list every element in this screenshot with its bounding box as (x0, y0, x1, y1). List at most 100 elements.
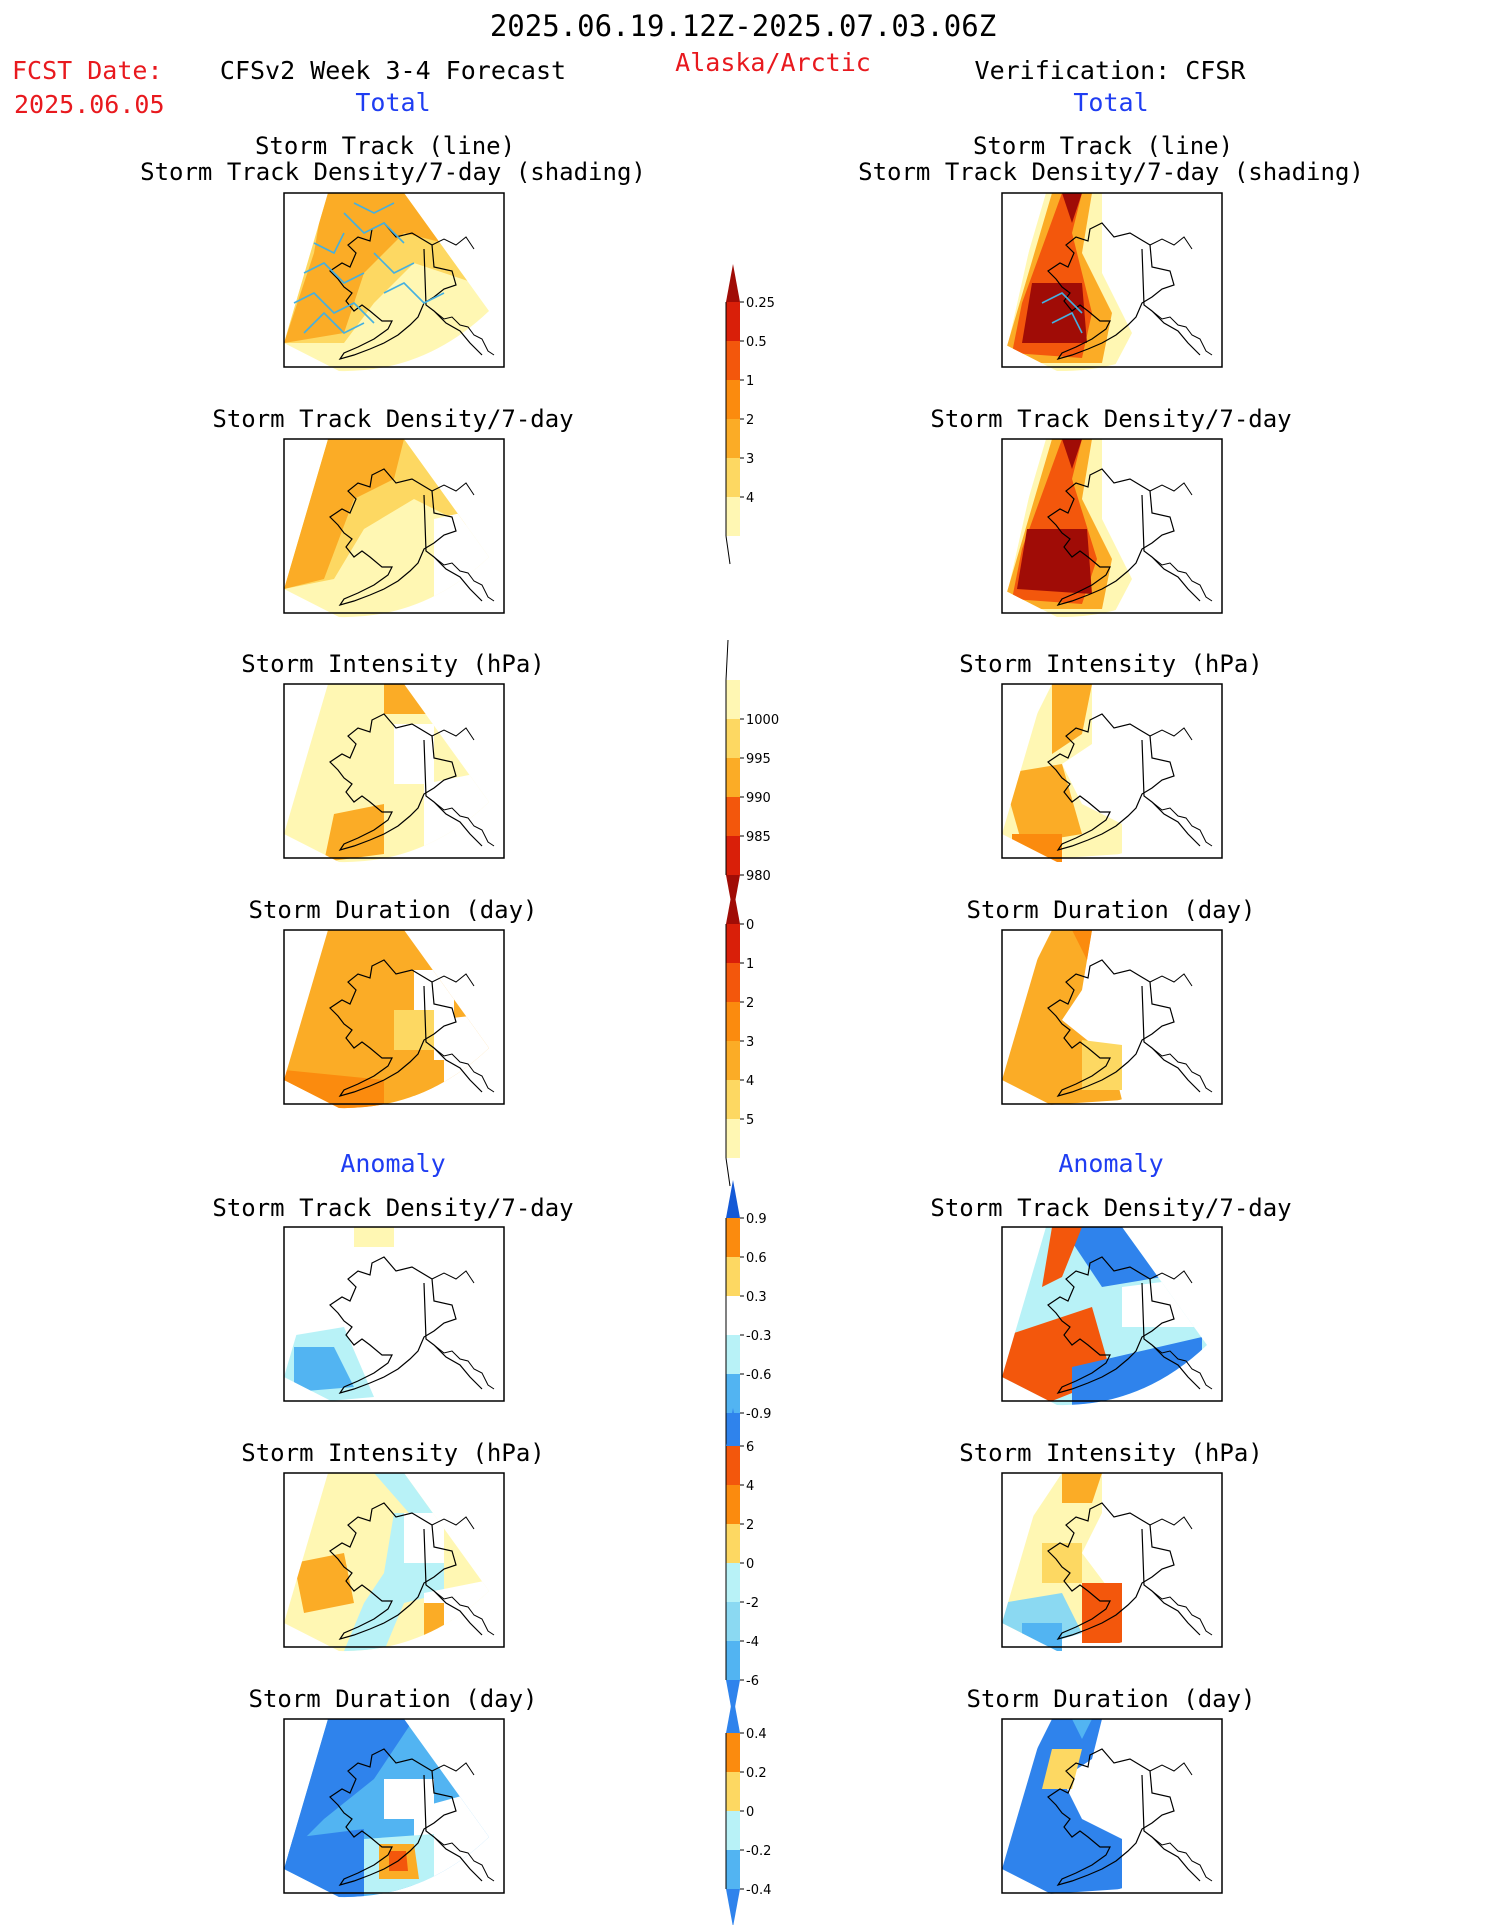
colorbar-total_duration-label-1: 1 (746, 957, 754, 972)
period-title: 2025.06.19.12Z-2025.07.03.06Z (489, 9, 997, 43)
title-anom-duration-right: Storm Duration (day) (966, 1685, 1256, 1713)
map-anom-duration-right-coastline (1047, 1748, 1175, 1887)
colorbar-anomaly_duration-label-2: 0 (746, 1805, 754, 1820)
map-anom-duration-left-coastline (329, 1748, 457, 1887)
map-duration-right-frame (1001, 929, 1223, 1105)
colorbar-anomaly_density-arrow-top (726, 1180, 740, 1218)
region-title: Alaska/Arctic (675, 48, 871, 77)
colorbar-anomaly_intensity-block-4 (726, 1602, 740, 1641)
colorbar-total_density-block-0 (726, 302, 740, 341)
colorbar-total_intensity-label-0: 1000 (746, 713, 779, 728)
map-anom-density-right-frame (1001, 1226, 1223, 1402)
map-duration-right-band-2 (1072, 930, 1092, 960)
map-density-left-north-coast (431, 482, 475, 496)
map-density-right-se-coast (1151, 556, 1213, 602)
colorbar-anomaly_duration-arrow-top (726, 1695, 740, 1733)
map-track-right (1001, 192, 1223, 372)
title-anom-density-left: Storm Track Density/7-day (212, 1194, 574, 1222)
colorbar-anomaly_intensity-label-4: -2 (746, 1596, 759, 1611)
colorbar-anomaly_duration-label-4: -0.4 (746, 1883, 771, 1898)
colorbar-anomaly_density-label-4: -0.6 (746, 1368, 771, 1383)
map-intensity-left-frame (283, 683, 505, 859)
colorbar-anomaly_intensity-label-3: 0 (746, 1557, 754, 1572)
colorbar-anomaly_intensity-block-2 (726, 1524, 740, 1563)
map-duration-right-border (1141, 985, 1201, 1093)
map-anom-intensity-right-coastline (1047, 1502, 1175, 1641)
map-intensity-right-frame (1001, 683, 1223, 859)
colorbar-total_density-label-4: 3 (746, 452, 754, 467)
fcst-date-value: 2025.06.05 (14, 90, 165, 119)
colorbar-total_duration-block-1 (726, 963, 740, 1002)
map-track-right-se-coast (1151, 310, 1213, 356)
colorbar-total_density-label-2: 1 (746, 374, 754, 389)
map-anom-duration-left-frame (283, 1718, 505, 1894)
fcst-date-label: FCST Date: (12, 56, 163, 85)
map-intensity-left-north-coast (431, 727, 475, 741)
colorbar-anomaly_intensity-label-1: 4 (746, 1479, 754, 1494)
map-anom-intensity-right-frame (1001, 1472, 1223, 1648)
colorbar-total_duration-tail (725, 1157, 731, 1187)
map-track-right-north-coast (1149, 236, 1193, 250)
colorbar-total_intensity-label-4: 980 (746, 869, 771, 884)
map-intensity-right-coastline (1047, 713, 1175, 852)
colorbar-total_duration-arrow-top (726, 886, 740, 924)
colorbar-total_intensity-block-4 (726, 836, 740, 875)
map-track-left-track-2 (303, 262, 365, 284)
colorbar-anomaly_density-label-3: -0.3 (746, 1329, 771, 1344)
colorbar-total_intensity-label-3: 985 (746, 830, 771, 845)
colorbar-total_duration-block-4 (726, 1080, 740, 1119)
colorbar-anomaly_intensity-label-0: 6 (746, 1440, 754, 1455)
map-track-left-track-5 (373, 252, 415, 274)
map-anom-density-right-north-coast (1149, 1270, 1193, 1284)
colorbar-anomaly_duration-label-3: -0.2 (746, 1844, 771, 1859)
map-anom-duration-right-border (1141, 1774, 1201, 1882)
colorbar-anomaly_duration: 0.4 0.2 0 -0.2 -0.4 (725, 1695, 771, 1925)
map-track-right-coastline (1047, 222, 1175, 361)
colorbar-total_intensity-block-3 (726, 797, 740, 836)
title-track-line-right: Storm Track (line) (972, 132, 1234, 160)
title-track-shading-right: Storm Track Density/7-day (shading) (858, 158, 1364, 186)
colorbar-anomaly_density-label-5: -0.9 (746, 1407, 771, 1422)
map-duration-left (283, 929, 505, 1109)
colorbar-total_density-label-3: 2 (746, 413, 754, 428)
map-track-left-north-coast (431, 236, 475, 250)
title-intensity-right: Storm Intensity (hPa) (959, 650, 1263, 678)
map-anom-density-right-band-2 (1042, 1227, 1082, 1287)
map-intensity-right-band-3 (1002, 764, 1082, 844)
colorbar-total_duration-block-3 (726, 1041, 740, 1080)
colorbar-total_duration: 0 1 2 3 4 5 (725, 886, 754, 1187)
map-track-left-track-4 (303, 311, 365, 334)
map-anom-duration-right-band-2 (1042, 1749, 1082, 1789)
colorbar-total_duration-label-2: 2 (746, 996, 754, 1011)
colorbar-total_duration-label-5: 5 (746, 1113, 754, 1128)
map-density-left-frame (283, 438, 505, 614)
map-density-right (1001, 438, 1223, 618)
colorbar-total_duration-block-5 (726, 1119, 740, 1158)
map-anom-duration-right-band-3 (1072, 1719, 1092, 1739)
map-duration-right-north-coast (1149, 973, 1193, 987)
colorbar-total_density-block-4 (726, 458, 740, 497)
colorbar-total_density: 0.25 0.5 1 2 3 4 (725, 264, 775, 565)
map-density-right-border (1141, 494, 1201, 602)
map-anom-intensity-left-band-3 (294, 1553, 354, 1613)
colorbar-total_density-label-1: 0.5 (746, 335, 767, 350)
map-density-right-band-4 (1017, 529, 1092, 594)
map-density-left (283, 438, 505, 618)
colorbar-anomaly_intensity-arrow-top (726, 1408, 740, 1446)
map-intensity-left-band-3 (394, 724, 434, 784)
colorbar-total_density-arrow-top (726, 264, 740, 302)
map-anom-density-left (283, 1226, 505, 1406)
colorbar-total_density-label-0: 0.25 (746, 296, 775, 311)
colorbar-anomaly_density-block-1 (726, 1257, 740, 1296)
map-track-left-track-6 (383, 282, 445, 304)
map-anom-intensity-right-band-2 (1062, 1473, 1102, 1503)
title-intensity-left: Storm Intensity (hPa) (241, 650, 545, 678)
map-intensity-right-border (1141, 739, 1201, 847)
map-anom-duration-right-north-coast (1149, 1762, 1193, 1776)
colorbar-total_intensity-block-1 (726, 719, 740, 758)
map-density-right-band-5 (1062, 439, 1082, 469)
map-anom-density-left-coastline (329, 1256, 457, 1395)
map-anom-intensity-left-band-1 (344, 1473, 444, 1651)
map-anom-intensity-left-north-coast (431, 1516, 475, 1530)
